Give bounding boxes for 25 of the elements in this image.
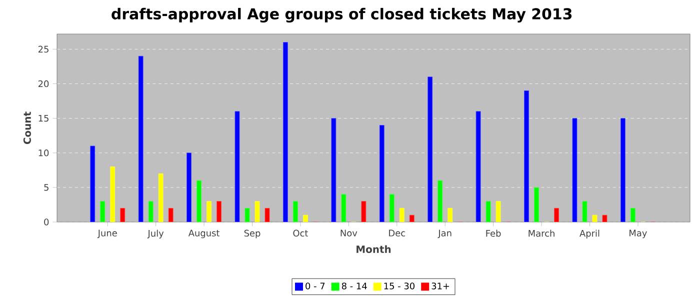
x-tick-label: April <box>580 230 600 238</box>
y-tick-label: 15 <box>38 114 48 122</box>
y-tick-label: 0 <box>44 218 49 226</box>
x-tick-label: Sep <box>244 230 260 238</box>
x-tick-label: Nov <box>340 230 358 236</box>
x-tick-label: July <box>147 230 164 238</box>
x-tick-label: May <box>630 230 647 238</box>
x-tick-label: Dec <box>389 230 406 236</box>
legend-label: 15 - 30 <box>384 282 415 290</box>
legend-label: 0 - 7 <box>306 282 325 290</box>
x-axis-title: Month <box>356 245 391 253</box>
legend-label: 8 - 14 <box>342 282 367 290</box>
x-tick-label: Jan <box>438 230 452 238</box>
x-tick-label: August <box>188 230 220 238</box>
y-tick-label: 5 <box>44 184 48 191</box>
y-tick-label: 10 <box>38 149 49 156</box>
x-tick-label: Oct <box>293 230 308 237</box>
y-tick-label: 20 <box>38 80 49 88</box>
y-tick-label: 25 <box>38 46 48 53</box>
x-tick-label: June <box>97 230 117 238</box>
y-axis-title: Count <box>23 112 31 144</box>
chart-title: drafts-approval Age groups of closed tickets May 2013 <box>112 8 572 22</box>
x-tick-label: March <box>528 230 554 237</box>
legend-label: 31+ <box>432 282 450 290</box>
x-tick-label: Feb <box>486 230 501 237</box>
